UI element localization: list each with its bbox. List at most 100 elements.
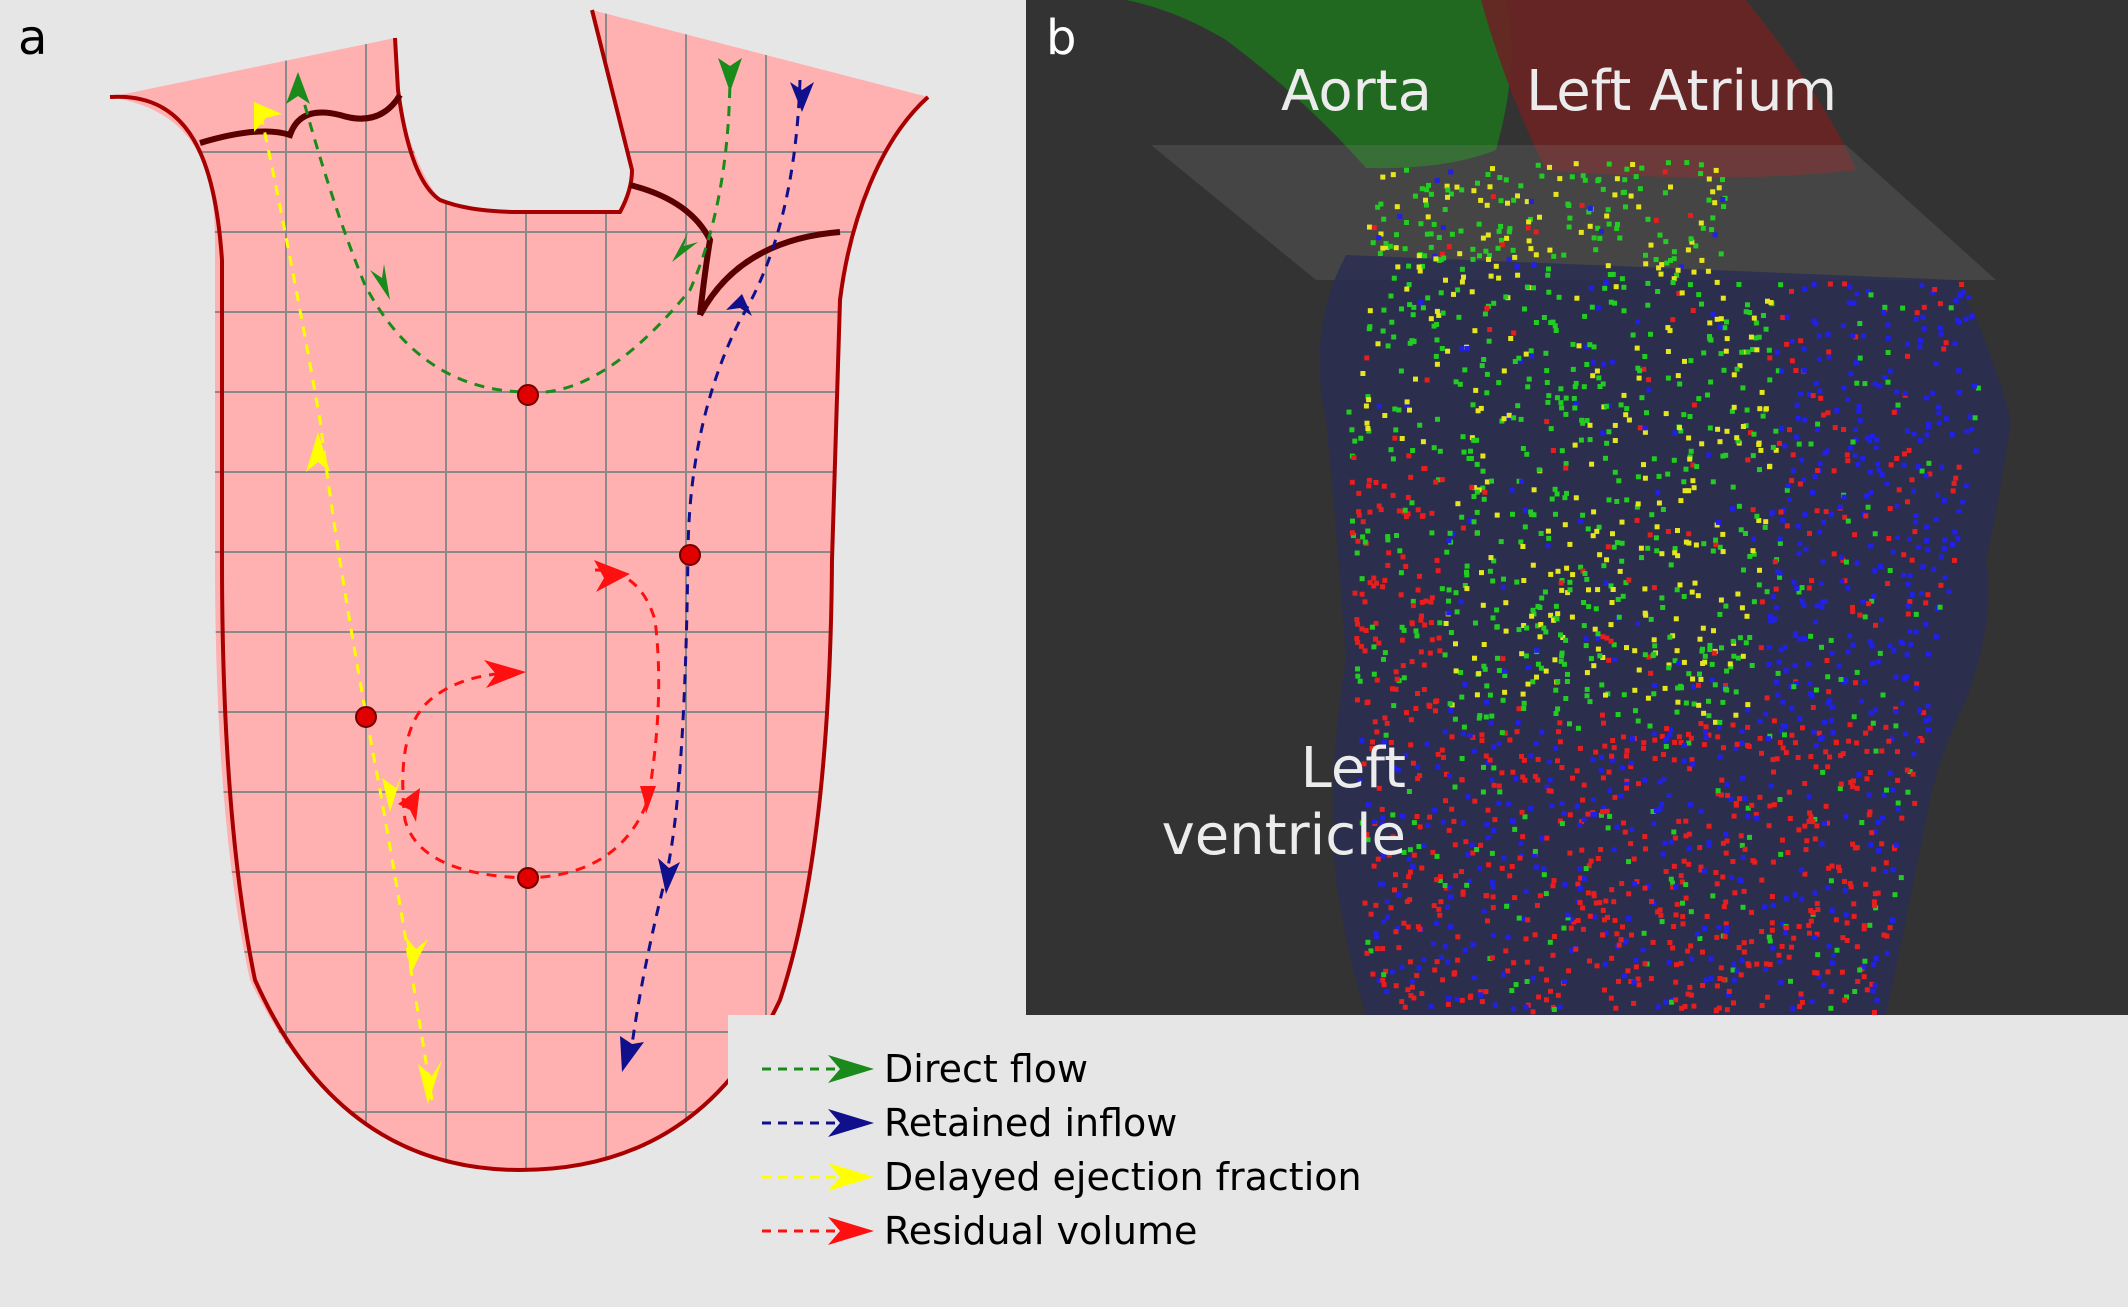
particle xyxy=(1850,609,1856,615)
particle xyxy=(1565,590,1571,596)
particle xyxy=(1636,982,1642,988)
particle xyxy=(1581,600,1587,605)
particle xyxy=(1434,959,1440,965)
particle xyxy=(1612,300,1618,306)
particle xyxy=(1745,302,1750,308)
particle xyxy=(1734,435,1740,441)
particle xyxy=(1626,577,1632,583)
particle xyxy=(1682,358,1687,364)
particle xyxy=(1567,850,1573,856)
particle xyxy=(1782,644,1788,650)
particle xyxy=(1815,421,1821,427)
particle xyxy=(1730,859,1736,864)
particle xyxy=(1378,507,1384,513)
particle xyxy=(1593,247,1599,253)
particle xyxy=(1567,812,1573,818)
particle xyxy=(1939,464,1945,470)
particle xyxy=(1799,598,1805,604)
particle xyxy=(1486,862,1492,868)
particle xyxy=(1894,456,1900,461)
particle xyxy=(1815,468,1821,474)
particle xyxy=(1836,663,1842,669)
particle xyxy=(1591,344,1597,350)
particle xyxy=(1657,806,1663,812)
particle xyxy=(1528,806,1534,812)
particle xyxy=(1407,407,1412,413)
particle xyxy=(1698,171,1704,177)
particle xyxy=(1871,962,1877,967)
particle xyxy=(1480,235,1486,241)
particle xyxy=(1569,174,1575,180)
particle xyxy=(1434,920,1439,926)
particle xyxy=(1367,324,1373,330)
particle xyxy=(1461,449,1467,455)
particle xyxy=(1743,640,1749,646)
particle xyxy=(1582,177,1588,183)
particle xyxy=(1467,733,1473,739)
particle xyxy=(1770,757,1776,763)
particle xyxy=(1756,440,1762,446)
particle xyxy=(1952,557,1957,563)
particle xyxy=(1696,702,1702,708)
particle xyxy=(1710,311,1716,317)
particle xyxy=(1663,743,1669,749)
particle xyxy=(1480,789,1486,795)
particle xyxy=(1926,424,1931,430)
particle xyxy=(1701,541,1707,547)
particle xyxy=(1731,404,1737,410)
particle xyxy=(1364,832,1370,838)
particle xyxy=(1370,971,1376,977)
particle xyxy=(1733,712,1739,718)
particle xyxy=(1464,569,1469,575)
particle xyxy=(1604,213,1610,219)
ventricle-surface xyxy=(1319,255,2011,1015)
particle xyxy=(1850,439,1856,445)
particle xyxy=(1364,950,1370,956)
particle xyxy=(1485,172,1491,177)
particle xyxy=(1538,966,1544,972)
particle xyxy=(1444,549,1450,555)
particle xyxy=(1686,671,1692,677)
particle xyxy=(1774,679,1780,685)
particle xyxy=(1562,979,1567,984)
particle xyxy=(1623,412,1629,418)
particle xyxy=(1887,368,1893,374)
particle xyxy=(1681,412,1687,418)
particle xyxy=(1767,355,1773,361)
particle xyxy=(1499,237,1504,243)
particle xyxy=(1528,348,1534,354)
particle xyxy=(1671,249,1677,255)
particle xyxy=(1491,765,1497,771)
particle xyxy=(1778,647,1784,653)
particle xyxy=(1535,756,1541,762)
particle xyxy=(1680,921,1686,927)
particle xyxy=(1622,177,1628,183)
particle xyxy=(1826,349,1832,355)
particle xyxy=(1703,977,1709,983)
particle xyxy=(1825,674,1831,680)
particle xyxy=(1390,492,1396,498)
particle xyxy=(1972,383,1977,389)
particle xyxy=(1792,662,1798,668)
particle xyxy=(1502,668,1508,674)
particle xyxy=(1474,692,1480,698)
particle xyxy=(1921,710,1927,716)
residual-volume-arrowhead-2 xyxy=(640,786,656,814)
particle xyxy=(1730,722,1736,728)
particle xyxy=(1877,383,1883,389)
particle xyxy=(1826,354,1832,360)
particle xyxy=(1503,294,1509,300)
particle xyxy=(1594,368,1600,374)
particle xyxy=(1356,509,1362,515)
particle xyxy=(1923,621,1929,627)
particle xyxy=(1608,299,1614,305)
particle xyxy=(1579,847,1585,853)
particle xyxy=(1856,772,1862,777)
particle xyxy=(1482,311,1488,317)
particle xyxy=(1770,859,1776,865)
particle xyxy=(1506,256,1512,262)
particle xyxy=(1362,539,1368,545)
particle xyxy=(1812,474,1818,480)
particle xyxy=(1509,988,1515,994)
particle xyxy=(1880,692,1886,698)
